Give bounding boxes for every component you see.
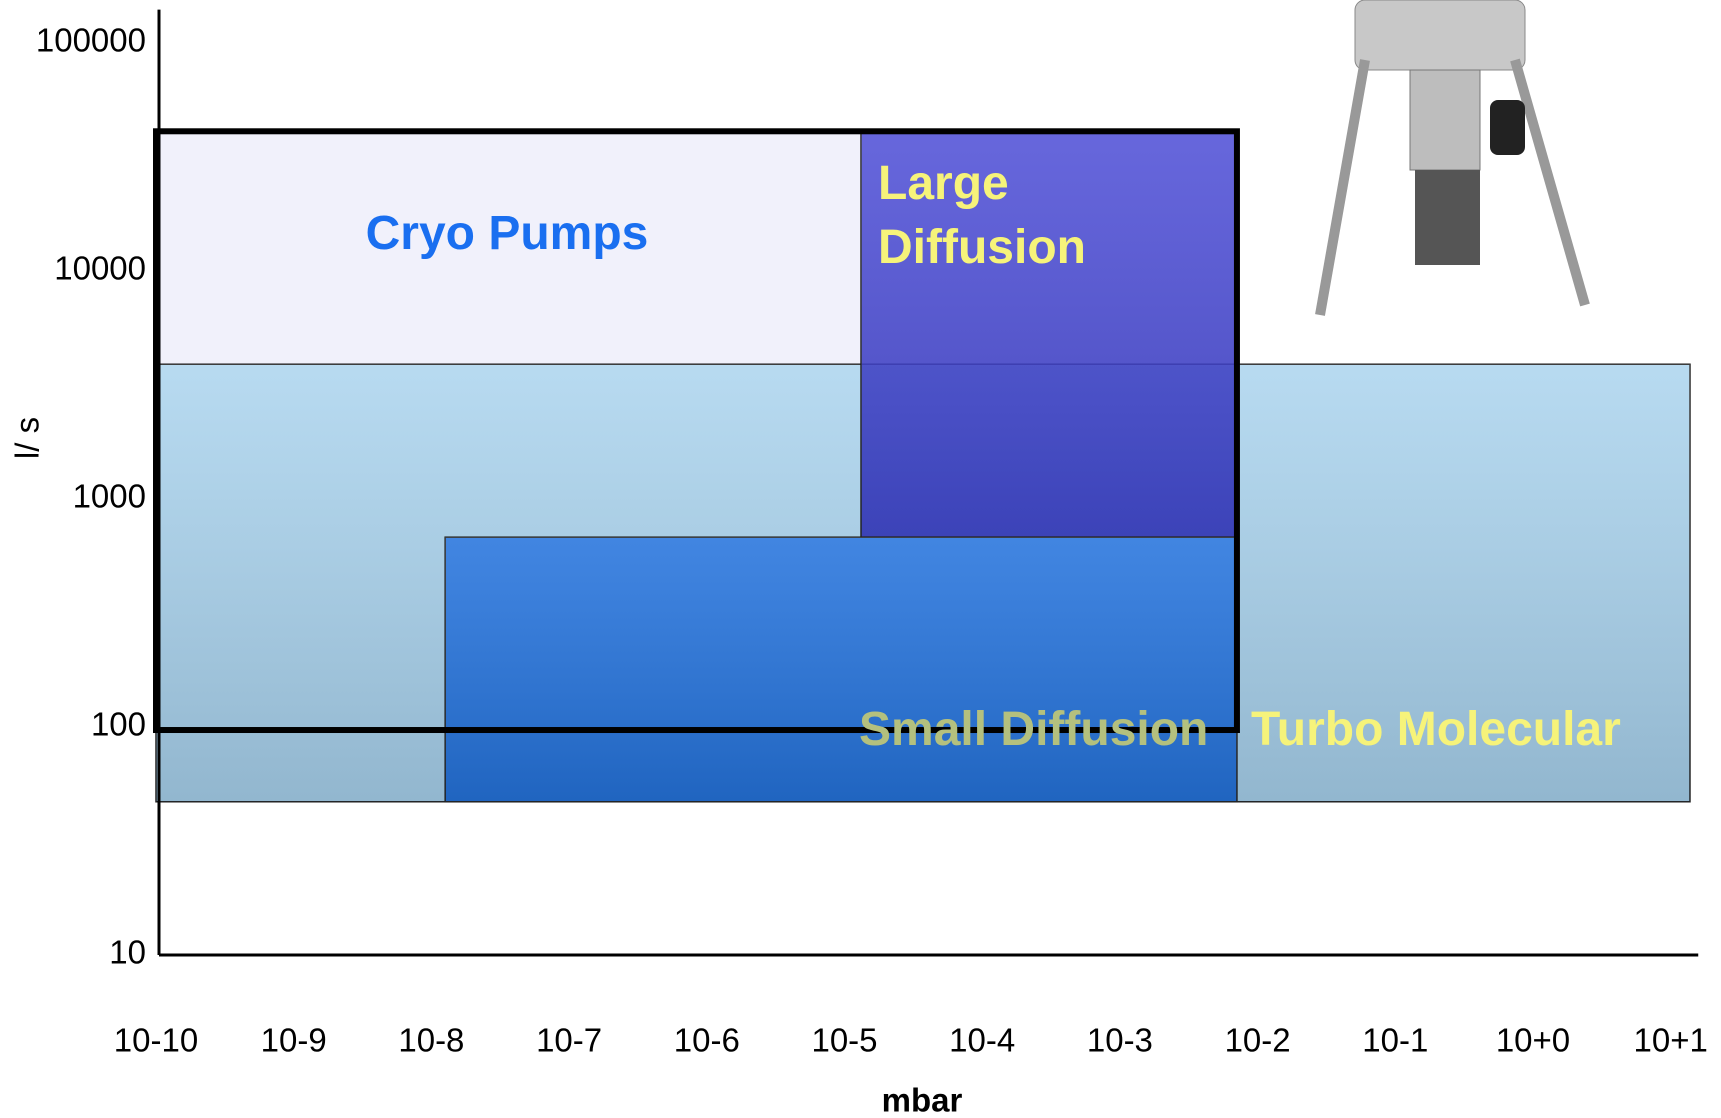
y-axis-title: l/ s [9,417,46,459]
x-tick-label: 10+1 [1634,1022,1708,1059]
x-tick-label: 10-1 [1362,1022,1428,1059]
y-tick-label: 1000 [73,478,146,515]
range-outline [153,128,1240,734]
pump-photo [1315,0,1590,316]
x-tick-label: 10+0 [1496,1022,1570,1059]
x-tick-label: 10-8 [398,1022,464,1059]
range-shade [861,131,1237,538]
x-axis-title: mbar [882,1082,963,1118]
range-label: Large Diffusion [878,157,1086,274]
x-tick-label: 10-7 [536,1022,602,1059]
y-tick-label: 10 [109,934,146,971]
range-label: Small Diffusion [859,703,1209,756]
x-tick-label: 10-10 [114,1022,198,1059]
range-label: Turbo Molecular [1251,703,1621,756]
range-label: Cryo Pumps [365,207,649,260]
y-tick-label: 100 [91,706,146,743]
x-tick-label: 10-9 [261,1022,327,1059]
x-tick-label: 10-4 [949,1022,1015,1059]
x-tick-label: 10-6 [674,1022,740,1059]
range-shade [445,537,1237,802]
x-tick-label: 10-5 [811,1022,877,1059]
y-tick-label: 100000 [36,22,146,59]
y-tick-label: 10000 [54,250,146,287]
x-tick-label: 10-3 [1087,1022,1153,1059]
x-tick-label: 10-2 [1225,1022,1291,1059]
